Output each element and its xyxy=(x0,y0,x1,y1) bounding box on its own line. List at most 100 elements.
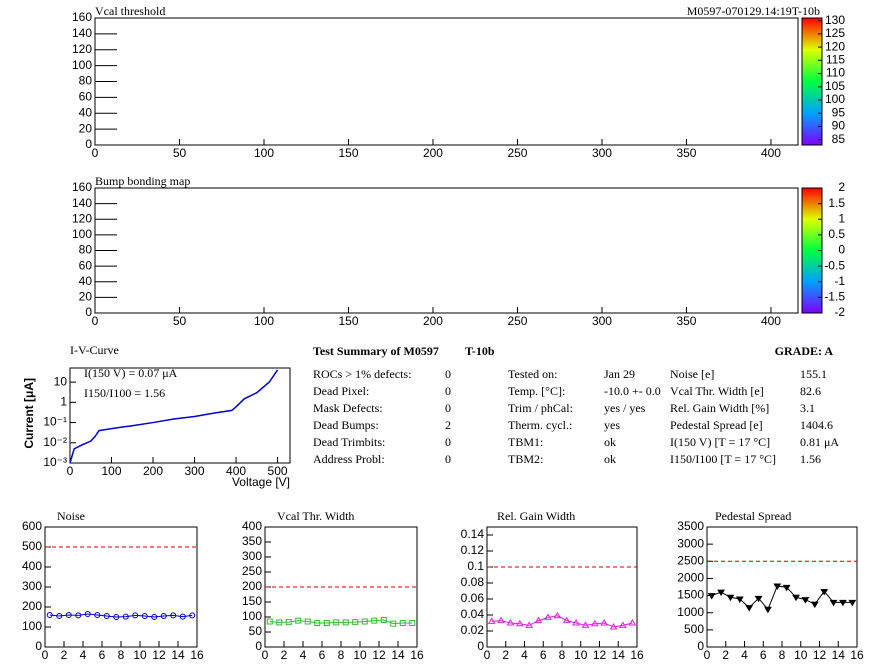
x-tick-label: 16 xyxy=(850,648,864,662)
marker xyxy=(295,617,302,624)
plot-frame xyxy=(69,367,291,464)
x-tick-label: 6 xyxy=(760,648,767,662)
y-tick-label: 40 xyxy=(79,274,93,288)
chart-title: Vcal threshold xyxy=(95,4,165,18)
x-tick-label: 400 xyxy=(761,314,781,328)
marker xyxy=(323,620,330,626)
x-tick-label: 300 xyxy=(592,314,612,328)
y-tick-label: 60 xyxy=(79,258,93,272)
marker xyxy=(810,601,819,609)
marker xyxy=(46,612,53,618)
marker xyxy=(572,619,580,626)
y-tick-label: 0.12 xyxy=(461,543,485,557)
y-tick-label: 120 xyxy=(72,42,92,56)
marker xyxy=(525,621,534,628)
x-tick-label: 2 xyxy=(281,648,288,662)
summary-label: Rel. Gain Width [%] xyxy=(670,401,769,415)
marker xyxy=(285,619,292,626)
summary-title: Test Summary of M0597 xyxy=(313,344,439,358)
x-tick-label: 4 xyxy=(300,648,307,662)
marker xyxy=(782,584,791,592)
y-tick-label: 0 xyxy=(85,305,92,319)
summary-value: 0.81 μA xyxy=(800,435,839,449)
color-bar-label: 115 xyxy=(826,53,845,67)
x-tick-label: 200 xyxy=(423,314,443,328)
marker xyxy=(764,606,772,614)
marker xyxy=(94,612,101,618)
y-tick-label: 60 xyxy=(79,90,93,104)
summary-value: 0 xyxy=(445,401,451,415)
summary-value: 0 xyxy=(445,367,451,381)
marker xyxy=(735,596,744,603)
marker xyxy=(515,619,524,627)
y-tick-label: 80 xyxy=(79,74,93,88)
x-tick-label: 2 xyxy=(722,648,729,662)
x-tick-label: 250 xyxy=(507,314,527,328)
summary-value: 0 xyxy=(445,435,451,449)
marker xyxy=(792,594,800,602)
summary-value: ok xyxy=(604,452,616,466)
x-tick-label: 10 xyxy=(353,648,367,662)
y-tick-label: 0 xyxy=(85,137,92,151)
marker xyxy=(399,620,406,626)
marker xyxy=(113,614,120,620)
summary-label: I150/I100 [T = 17 °C] xyxy=(670,452,776,466)
x-tick-label: 0 xyxy=(67,464,74,478)
y-axis-label: Current [μA] xyxy=(22,378,36,449)
y-tick-label: 80 xyxy=(79,243,93,257)
marker xyxy=(600,619,609,626)
x-tick-label: 0 xyxy=(92,146,99,160)
x-tick-label: 10 xyxy=(794,648,808,662)
annotation: I(150 V) = 0.07 μA xyxy=(84,366,178,380)
x-tick-label: 6 xyxy=(540,648,547,662)
x-tick-label: 4 xyxy=(521,648,528,662)
x-tick-label: 6 xyxy=(99,648,106,662)
y-tick-label: 100 xyxy=(242,609,262,623)
x-tick-label: 100 xyxy=(254,314,274,328)
marker xyxy=(56,613,63,619)
color-bar-label: 130 xyxy=(825,13,845,27)
x-tick-label: 0 xyxy=(92,314,99,328)
marker xyxy=(361,618,368,625)
color-bar-label: 110 xyxy=(826,66,845,80)
y-tick-label: 1 xyxy=(60,395,67,409)
marker xyxy=(745,605,754,612)
x-tick-label: 14 xyxy=(612,648,626,662)
marker xyxy=(65,612,72,618)
marker xyxy=(707,593,716,600)
y-tick-label: 300 xyxy=(242,549,262,563)
color-bar-label: 0 xyxy=(838,243,845,257)
summary-value: 155.1 xyxy=(800,367,827,381)
chart-title: I-V-Curve xyxy=(70,343,119,357)
x-tick-label: 10 xyxy=(574,648,588,662)
y-tick-label: 0.08 xyxy=(461,575,485,589)
marker xyxy=(189,612,196,619)
marker xyxy=(628,619,637,626)
y-tick-label: 140 xyxy=(72,26,92,40)
summary-value: 82.6 xyxy=(800,384,821,398)
marker xyxy=(562,616,571,624)
color-bar-label: 100 xyxy=(825,92,845,106)
summary-value: 0 xyxy=(445,384,451,398)
y-tick-label: 500 xyxy=(22,539,42,553)
y-tick-label: 10⁻³ xyxy=(43,455,67,469)
x-tick-label: 8 xyxy=(559,648,566,662)
y-tick-label: 100 xyxy=(22,619,42,633)
x-tick-label: 400 xyxy=(761,146,781,160)
color-bar-label: 2 xyxy=(838,180,845,194)
marker xyxy=(75,612,82,619)
marker xyxy=(333,619,340,626)
plot-frame xyxy=(94,17,799,146)
y-tick-label: 200 xyxy=(242,579,262,593)
summary-label: Trim / phCal: xyxy=(508,401,573,415)
summary-label: Therm. cycl.: xyxy=(508,418,572,432)
y-tick-label: 250 xyxy=(242,564,262,578)
y-tick-label: 0 xyxy=(477,639,484,653)
x-tick-label: 14 xyxy=(171,648,185,662)
data-line xyxy=(491,615,633,628)
x-tick-label: 12 xyxy=(813,648,827,662)
x-tick-label: 8 xyxy=(338,648,345,662)
summary-value: yes xyxy=(604,418,620,432)
summary-value: -10.0 +- 0.0 xyxy=(604,384,661,398)
y-tick-label: 160 xyxy=(72,180,92,194)
